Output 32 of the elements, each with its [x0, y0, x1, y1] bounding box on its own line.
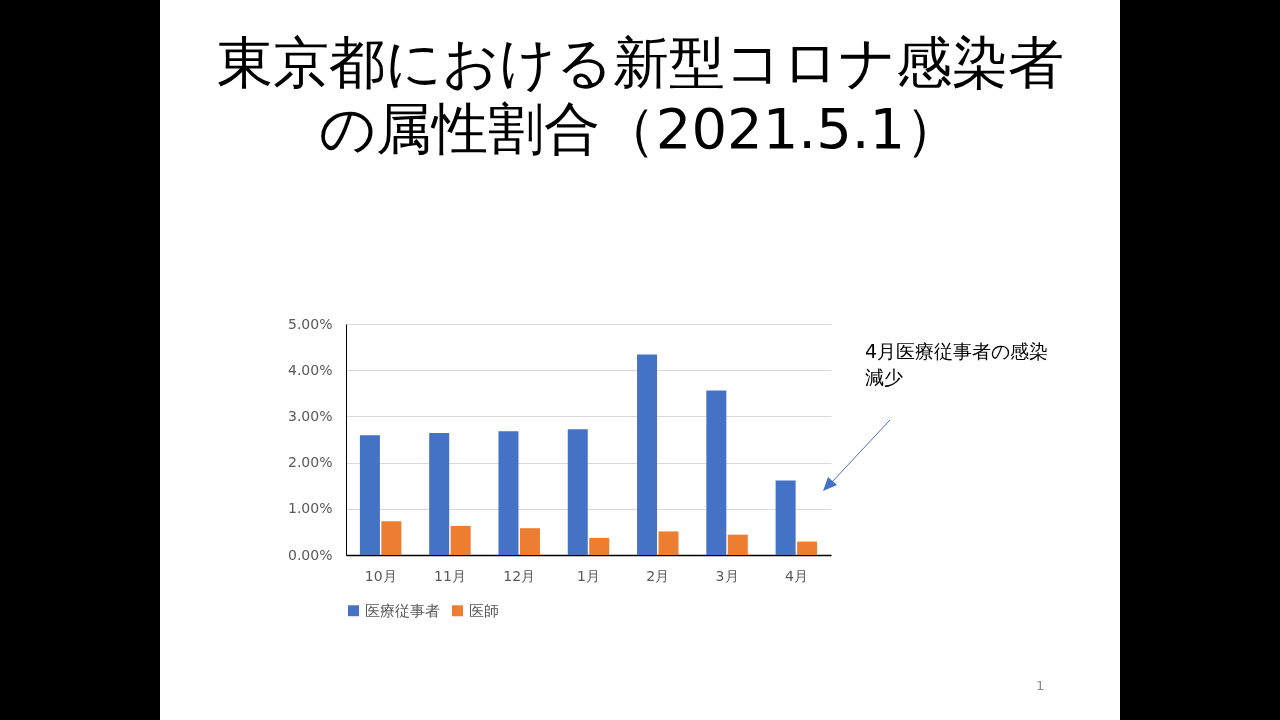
bar [359, 435, 380, 555]
x-tick-label: 10月 [364, 567, 397, 584]
text: 1 [1036, 678, 1045, 693]
bar [727, 534, 748, 555]
chart-title: 東京都における新型コロナ感染者の属性割合（2021.5.1） [215, 30, 1065, 162]
text: 4月医療従事者の感染減少 [865, 339, 1050, 390]
x-tick-label: 11月 [434, 567, 466, 584]
y-tick-label: 3.00% [288, 407, 333, 424]
x-tick-label: 1月 [577, 567, 600, 584]
bar [589, 537, 610, 555]
bar [706, 390, 727, 555]
x-tick-label: 3月 [715, 567, 739, 584]
x-tick-label: 2月 [646, 567, 670, 584]
y-tick-label: 4.00% [288, 361, 333, 378]
y-tick-label: 2.00% [288, 454, 333, 471]
bar [450, 525, 471, 555]
bar [658, 531, 679, 555]
y-tick-label: 5.00% [288, 315, 333, 332]
bar [775, 480, 796, 555]
legend-label: 医療従事者 [365, 601, 440, 620]
bar [498, 431, 519, 555]
x-tick-label: 12月 [503, 567, 536, 584]
bar [637, 354, 658, 555]
y-tick-label: 0.00% [288, 546, 333, 563]
bar [381, 521, 402, 555]
bar [567, 429, 588, 555]
y-tick-label: 1.00% [288, 500, 333, 517]
legend-label: 医師 [469, 601, 499, 620]
x-tick-label: 4月 [784, 567, 808, 584]
bar [429, 433, 450, 555]
bar [797, 541, 818, 555]
bar [519, 528, 540, 555]
